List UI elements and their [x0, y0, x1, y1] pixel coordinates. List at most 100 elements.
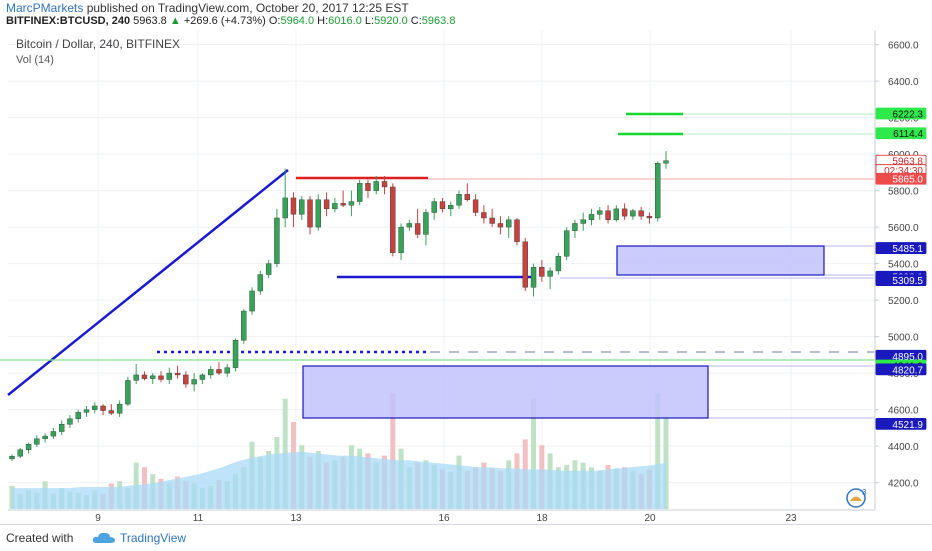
candle-body — [158, 375, 164, 380]
candle-body — [224, 367, 230, 374]
candle-body — [307, 199, 313, 228]
candle-body — [216, 369, 222, 374]
y-tick-label: 4200.0 — [888, 479, 919, 490]
price-label: 5963.8 — [892, 157, 923, 168]
candle-body — [290, 197, 297, 215]
candle-body — [199, 374, 206, 380]
candlesticks — [9, 151, 669, 461]
x-tick-label: 16 — [438, 513, 450, 524]
candle-body — [406, 223, 413, 228]
candle-body — [191, 379, 197, 385]
price-label-bg — [875, 242, 927, 254]
price-label: 5485.1 — [892, 244, 923, 255]
candle-body — [34, 438, 40, 445]
candle-body — [183, 374, 189, 385]
candle-body — [472, 199, 479, 213]
candle-body — [621, 208, 628, 217]
candle-body — [25, 444, 32, 450]
price-chart[interactable]: 4200.04400.04600.04800.05000.05200.05400… — [0, 0, 932, 524]
candle-body — [572, 223, 578, 231]
candle-body — [92, 405, 98, 410]
axes — [8, 30, 876, 511]
candle-body — [133, 374, 139, 381]
candle-body — [58, 424, 65, 432]
candle-body — [340, 203, 346, 206]
last-price: 5963.8 — [133, 15, 167, 27]
demand-zone-lower[interactable] — [302, 365, 709, 419]
candle-body — [605, 210, 611, 221]
volume-bar — [531, 398, 537, 509]
candle-body — [125, 380, 131, 405]
candle-body — [100, 405, 106, 411]
candle-body — [17, 449, 23, 457]
candle-body — [232, 340, 239, 368]
x-tick-label: 23 — [785, 513, 797, 524]
candle-body — [489, 217, 495, 224]
candle-body — [257, 274, 264, 292]
low-label: L: — [364, 15, 375, 27]
open-label: O: — [268, 15, 281, 27]
price-label-bg — [875, 363, 927, 376]
candle-body — [663, 160, 669, 164]
candle-body — [555, 256, 562, 272]
candle-body — [630, 210, 636, 217]
open-value: 5964.0 — [280, 15, 315, 27]
candle-body — [67, 418, 73, 425]
tv-logo-icon: 3 — [846, 488, 867, 508]
close-label: C: — [410, 15, 422, 27]
candle-body — [365, 183, 371, 191]
candle-body — [332, 203, 338, 210]
candle-body — [42, 435, 48, 440]
candle-body — [638, 210, 644, 217]
candle-body — [9, 455, 15, 460]
y-tick-label: 4400.0 — [888, 442, 919, 453]
candle-body — [108, 410, 115, 414]
price-label: 4895.0 — [892, 352, 923, 363]
candle-body — [150, 375, 156, 379]
price-label-bg — [875, 417, 927, 430]
zones[interactable] — [302, 245, 825, 419]
supply-zone-upper[interactable] — [616, 245, 825, 276]
footer-bar: Created with TradingView — [0, 524, 932, 551]
candle-body — [646, 215, 653, 219]
price-label: 4820.7 — [892, 365, 923, 376]
price-label-bg — [875, 127, 927, 140]
tradingview-brand-link[interactable]: TradingView — [120, 531, 187, 545]
indicator-label: Vol (14) — [16, 54, 54, 66]
candle-body — [431, 201, 437, 213]
candle-body — [274, 217, 280, 264]
candle-body — [439, 201, 446, 210]
publish-info: published on TradingView.com, October 20… — [86, 1, 409, 15]
candle-body — [423, 212, 429, 235]
candle-body — [75, 412, 81, 419]
y-tick-label: 5000.0 — [888, 333, 919, 344]
drawings[interactable] — [0, 112, 874, 419]
candle-body — [299, 199, 305, 215]
candle-body — [597, 210, 603, 215]
candle-body — [373, 181, 379, 191]
price-label-bg — [875, 107, 927, 120]
tradingview-cloud-icon — [92, 532, 115, 543]
candle-body — [174, 372, 181, 376]
up-arrow-icon: ▲ — [169, 15, 181, 27]
change-value: +269.6 (+4.73%) — [183, 15, 266, 27]
candle-body — [116, 403, 123, 414]
candle-body — [381, 181, 388, 188]
svg-text:3: 3 — [862, 488, 867, 497]
chart-title: Bitcoin / Dollar, 240, BITFINEX — [16, 37, 180, 51]
candle-body — [348, 201, 355, 206]
trendline-blue[interactable] — [7, 169, 289, 396]
symbol-label: BITFINEX:BTCUSD, 240 — [6, 15, 131, 27]
candle-body — [456, 194, 462, 206]
candle-body — [323, 199, 330, 210]
candle-body — [588, 214, 595, 221]
candle-body — [356, 183, 363, 202]
y-tick-label: 5600.0 — [888, 223, 919, 234]
candle-body — [166, 372, 172, 380]
price-label-bg — [875, 274, 927, 287]
x-tick-label: 11 — [193, 513, 204, 524]
low-value: 5920.0 — [374, 15, 408, 27]
author-link[interactable]: MarcPMarkets — [6, 1, 84, 15]
candle-body — [83, 409, 90, 413]
